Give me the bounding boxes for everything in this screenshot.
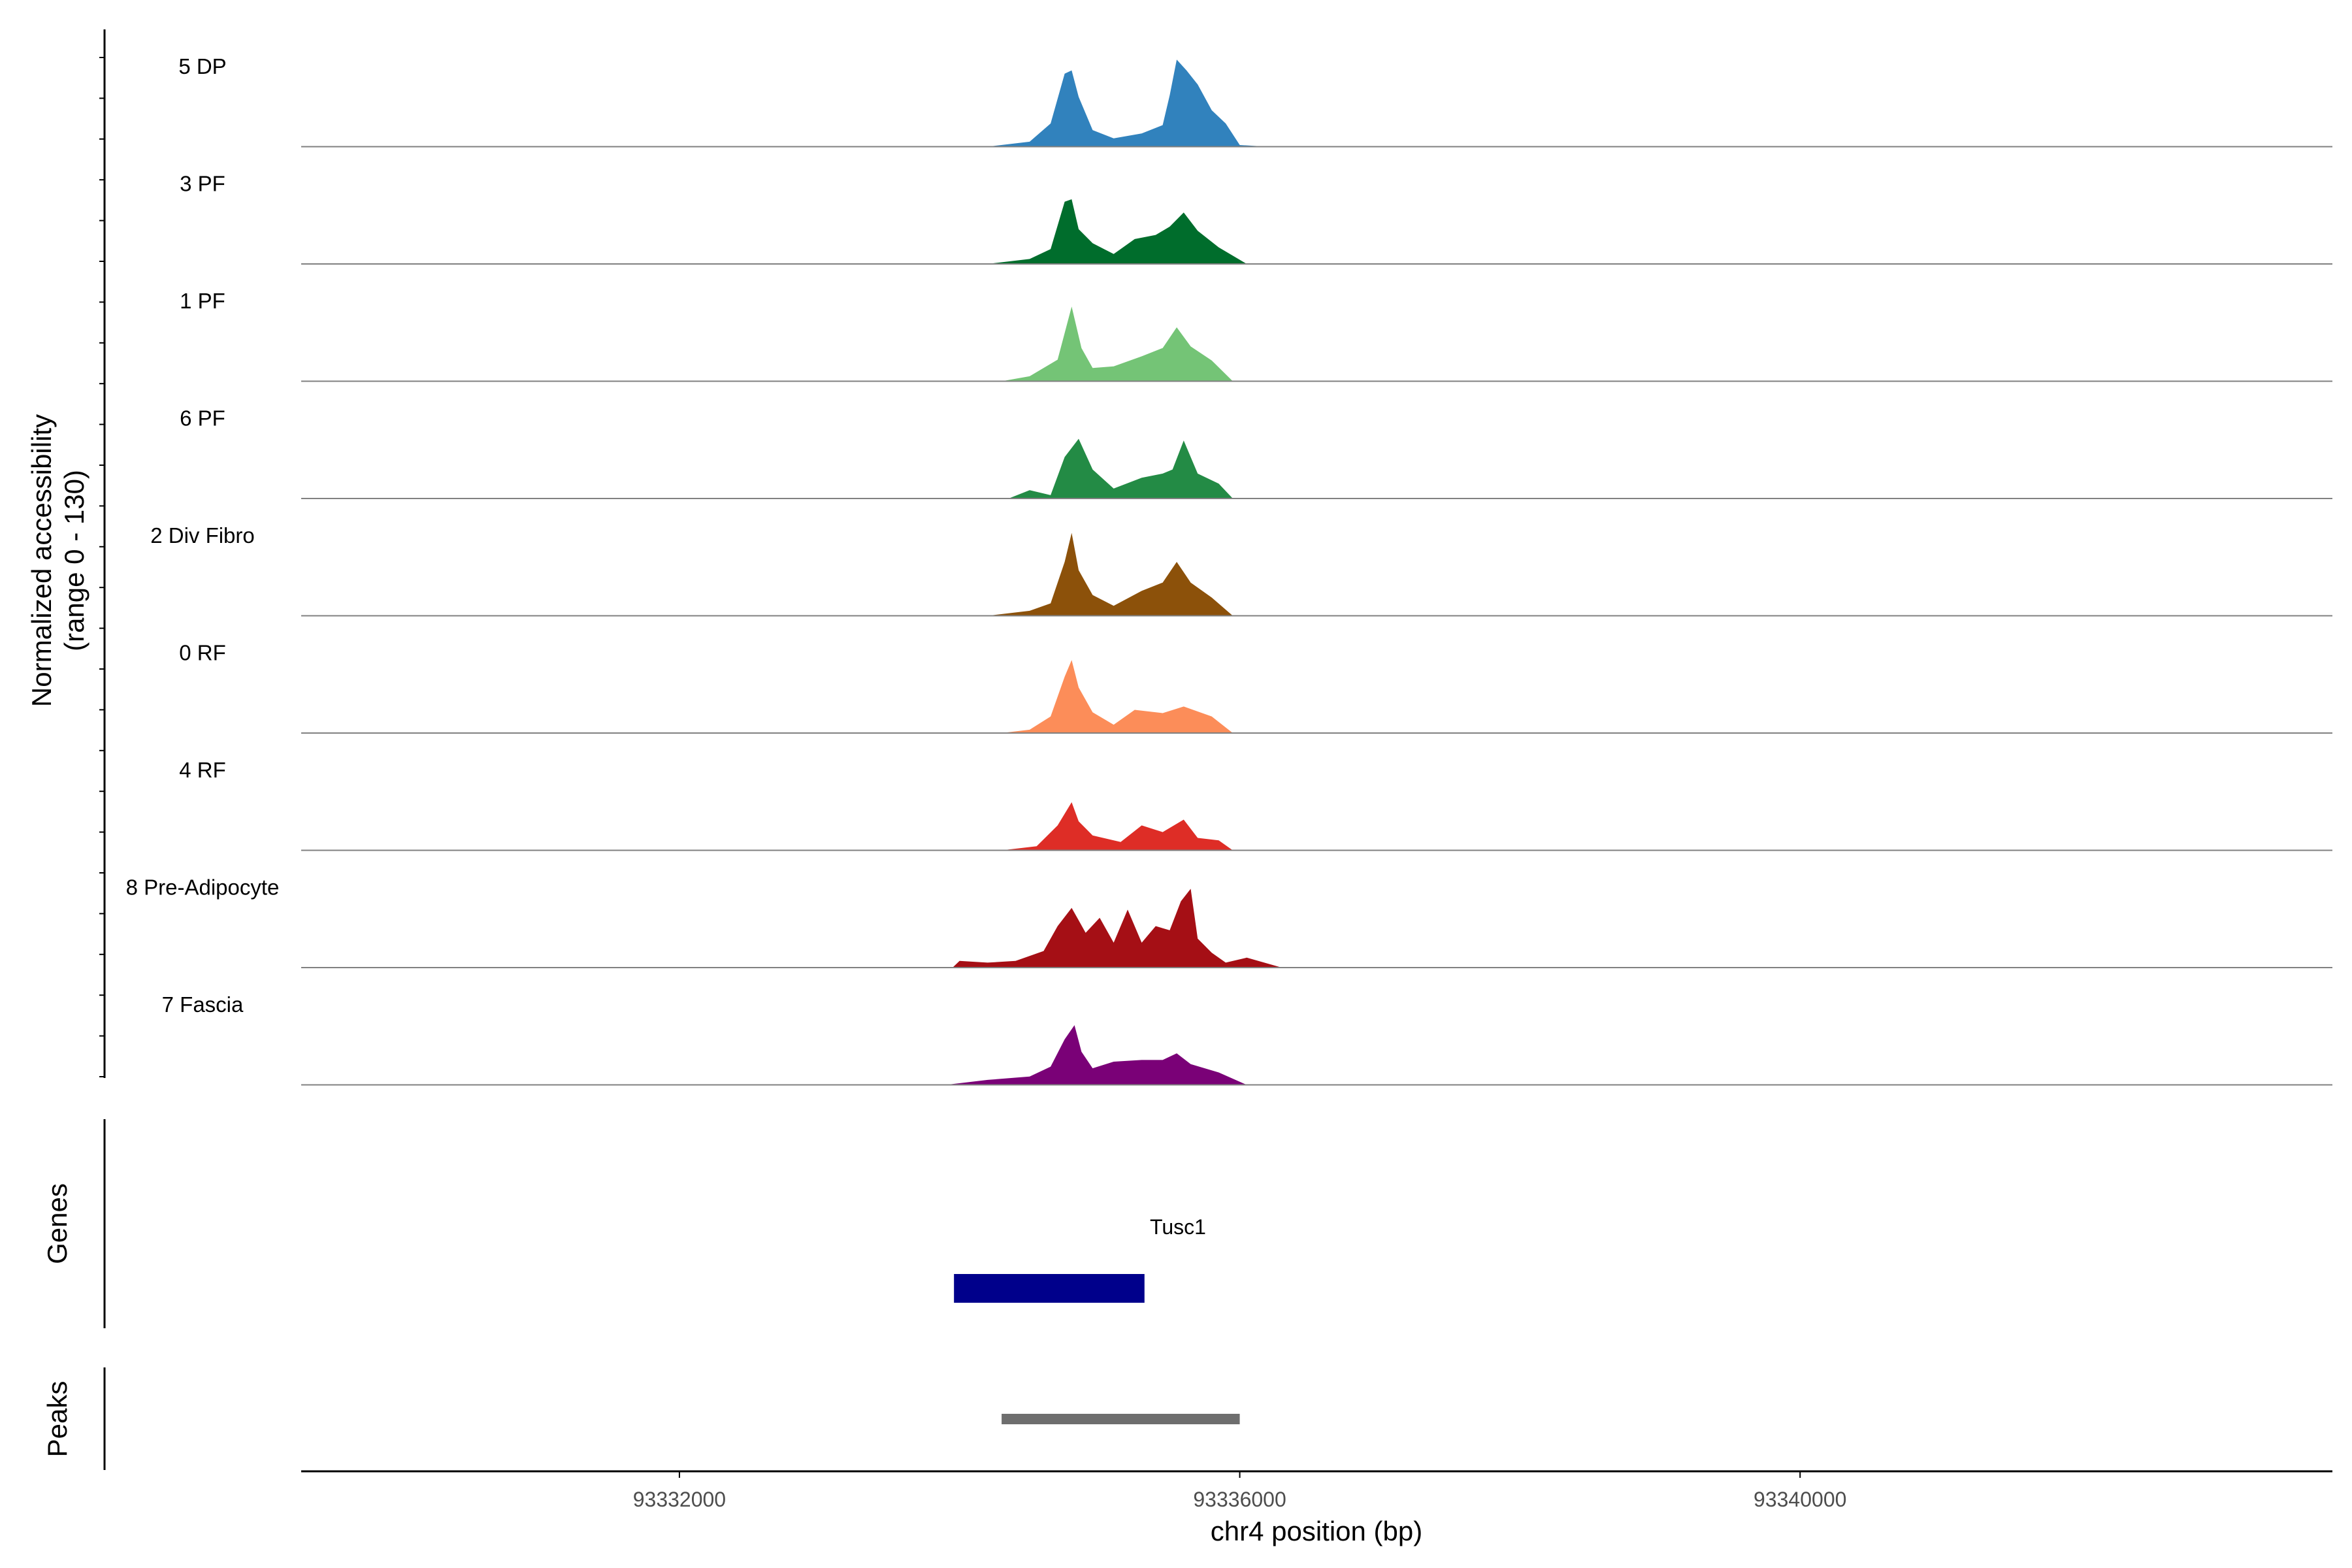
- genes-layer: Tusc1: [954, 1215, 1206, 1303]
- peaks-layer: [1002, 1414, 1240, 1424]
- gene-label-tusc1: Tusc1: [1150, 1215, 1206, 1239]
- coverage-y-axis-ticks: [99, 57, 105, 1077]
- y-axis-title-line1: Normalized accessibility: [26, 414, 57, 707]
- track-label-7-fascia: 7 Fascia: [162, 992, 244, 1017]
- y-axis-title-line2: (range 0 - 130): [59, 470, 90, 651]
- track-area-5-dp: [987, 59, 1268, 147]
- track-area-8-pre-adipocyte: [953, 889, 1282, 968]
- track-label-8-pre-adipocyte: 8 Pre-Adipocyte: [126, 875, 280, 899]
- track-area-7-fascia: [945, 1025, 1247, 1085]
- track-area-0-rf: [1002, 660, 1233, 733]
- x-axis-ticks: 93332000 93336000 93340000: [633, 1471, 1846, 1511]
- track-label-5-dp: 5 DP: [178, 54, 226, 78]
- track-area-4-rf: [1002, 802, 1233, 851]
- x-axis-title: chr4 position (bp): [1211, 1516, 1423, 1546]
- peak-bar: [1002, 1414, 1240, 1424]
- track-area-6-pf: [1008, 438, 1233, 498]
- track-area-3-pf: [987, 199, 1247, 264]
- track-area-2-div-fibro: [987, 532, 1233, 616]
- gene-body-tusc1: [954, 1274, 1145, 1303]
- track-label-1-pf: 1 PF: [180, 289, 225, 313]
- track-label-0-rf: 0 RF: [179, 640, 226, 664]
- tracks-layer: 5 DP 3 PF 1 PF 6 PF 2 Div Fibro 0 RF 4 RF 8 Pre…: [126, 54, 2332, 1086]
- track-label-3-pf: 3 PF: [180, 171, 225, 195]
- track-label-4-rf: 4 RF: [179, 758, 226, 782]
- track-label-6-pf: 6 PF: [180, 406, 225, 430]
- track-label-2-div-fibro: 2 Div Fibro: [150, 523, 255, 547]
- x-tick-label: 93340000: [1754, 1488, 1846, 1511]
- track-area-1-pf: [1002, 306, 1233, 382]
- x-tick-label: 93332000: [633, 1488, 726, 1511]
- peaks-panel-label: Peaks: [42, 1381, 73, 1458]
- genes-panel-label: Genes: [42, 1183, 73, 1264]
- x-tick-label: 93336000: [1193, 1488, 1286, 1511]
